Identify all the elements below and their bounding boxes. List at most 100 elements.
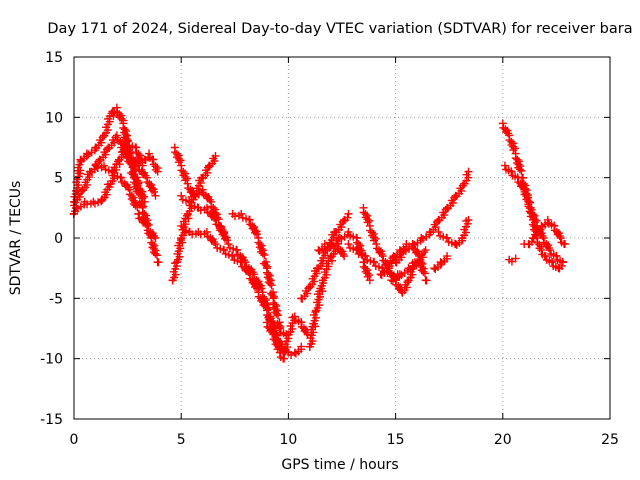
- y-axis-label: SDTVAR / TECUs: [8, 181, 24, 296]
- data-point: [517, 166, 526, 175]
- series-arc-16: [359, 203, 419, 297]
- series-arc-25: [520, 215, 569, 249]
- data-point: [537, 221, 546, 230]
- data-point: [151, 234, 160, 242]
- data-point: [250, 283, 259, 292]
- data-point: [152, 251, 161, 260]
- data-point: [131, 201, 140, 210]
- data-point: [222, 236, 231, 245]
- data-point: [178, 238, 187, 247]
- data-point: [527, 237, 536, 246]
- data-point: [464, 215, 473, 224]
- data-point: [400, 246, 409, 255]
- series-arc-9: [177, 221, 306, 360]
- data-point: [344, 209, 353, 218]
- data-point: [541, 252, 550, 261]
- y-tick-label: -10: [40, 352, 63, 368]
- series-arc-12: [262, 318, 289, 363]
- data-point: [82, 149, 91, 158]
- data-point: [421, 246, 430, 255]
- data-point: [177, 221, 186, 230]
- data-point: [220, 234, 229, 243]
- data-points: [69, 103, 569, 363]
- data-point: [344, 227, 353, 236]
- y-tick-label: 5: [54, 171, 63, 187]
- series-arc-3: [72, 137, 147, 213]
- data-point: [311, 308, 320, 317]
- data-point: [237, 258, 246, 267]
- data-point: [420, 269, 429, 278]
- series-arc-23: [498, 119, 567, 273]
- data-point: [202, 203, 211, 212]
- data-point: [280, 354, 289, 363]
- y-tick-label: -5: [49, 291, 63, 307]
- data-point: [404, 264, 413, 273]
- data-point: [134, 189, 143, 198]
- axis-ticks: 0 5 10 15 20 25 -15 -10 -5 0 5 10 15: [40, 50, 619, 448]
- data-point: [153, 258, 162, 267]
- y-tick-label: -15: [40, 412, 63, 428]
- data-point: [117, 143, 126, 152]
- data-point: [125, 149, 134, 158]
- data-point: [252, 284, 261, 293]
- data-point: [258, 249, 267, 258]
- x-tick-label: 0: [70, 432, 79, 448]
- data-point: [112, 131, 121, 140]
- x-axis-label: GPS time / hours: [281, 457, 398, 473]
- data-point: [370, 258, 379, 267]
- data-point: [290, 348, 299, 357]
- data-point: [387, 276, 396, 285]
- data-point: [237, 209, 246, 218]
- series-arc-17: [344, 240, 402, 281]
- data-point: [202, 227, 211, 236]
- data-point: [376, 270, 385, 279]
- data-point: [211, 151, 220, 160]
- data-point: [117, 114, 126, 123]
- series-arc-26: [505, 254, 520, 266]
- data-point: [408, 240, 417, 249]
- data-point: [361, 252, 370, 261]
- data-point: [274, 311, 283, 320]
- data-point: [134, 209, 143, 218]
- data-point: [211, 240, 220, 249]
- data-point: [261, 302, 270, 311]
- data-point: [353, 246, 362, 255]
- series-arc-19: [391, 167, 473, 267]
- data-point: [275, 348, 284, 357]
- data-point: [145, 149, 154, 158]
- series-arc-11: [228, 209, 291, 339]
- data-point: [228, 252, 237, 261]
- data-point: [252, 230, 261, 239]
- data-point: [151, 165, 160, 174]
- data-point: [556, 234, 565, 242]
- data-point: [558, 258, 567, 267]
- data-point: [464, 167, 473, 176]
- y-tick-label: 10: [45, 110, 63, 126]
- data-point: [153, 167, 162, 176]
- data-point: [560, 240, 569, 249]
- data-point: [149, 160, 158, 169]
- data-point: [267, 281, 276, 290]
- data-point: [430, 264, 439, 273]
- series-arc-8: [170, 143, 220, 201]
- data-point: [100, 161, 109, 170]
- series-arc-20: [387, 246, 430, 286]
- data-point: [557, 261, 566, 270]
- series-arc-22: [430, 252, 452, 274]
- series-arc-4: [91, 161, 160, 242]
- series-arc-6: [140, 149, 162, 176]
- chart-title: Day 171 of 2024, Sidereal Day-to-day VTE…: [47, 21, 632, 37]
- data-point: [515, 165, 524, 174]
- series-arc-5: [117, 143, 160, 200]
- data-point: [117, 173, 126, 182]
- data-point: [259, 301, 268, 310]
- data-point: [314, 246, 323, 255]
- data-point: [340, 252, 349, 261]
- data-point: [511, 254, 520, 263]
- data-point: [290, 312, 299, 321]
- data-point: [552, 252, 561, 261]
- data-point: [151, 249, 160, 258]
- data-point: [177, 191, 186, 200]
- data-point: [545, 246, 554, 255]
